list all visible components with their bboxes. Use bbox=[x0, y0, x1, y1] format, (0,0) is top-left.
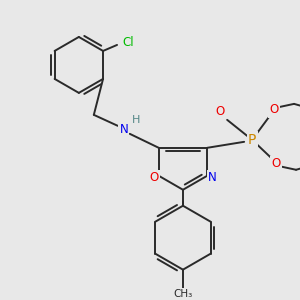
Text: N: N bbox=[119, 123, 128, 136]
Text: O: O bbox=[149, 171, 158, 184]
Text: H: H bbox=[132, 115, 140, 125]
Text: N: N bbox=[208, 171, 217, 184]
Text: P: P bbox=[248, 133, 256, 147]
Text: O: O bbox=[269, 103, 279, 116]
Text: CH₃: CH₃ bbox=[173, 289, 193, 298]
Text: O: O bbox=[272, 157, 281, 170]
Text: O: O bbox=[215, 105, 225, 119]
Text: Cl: Cl bbox=[122, 36, 134, 50]
